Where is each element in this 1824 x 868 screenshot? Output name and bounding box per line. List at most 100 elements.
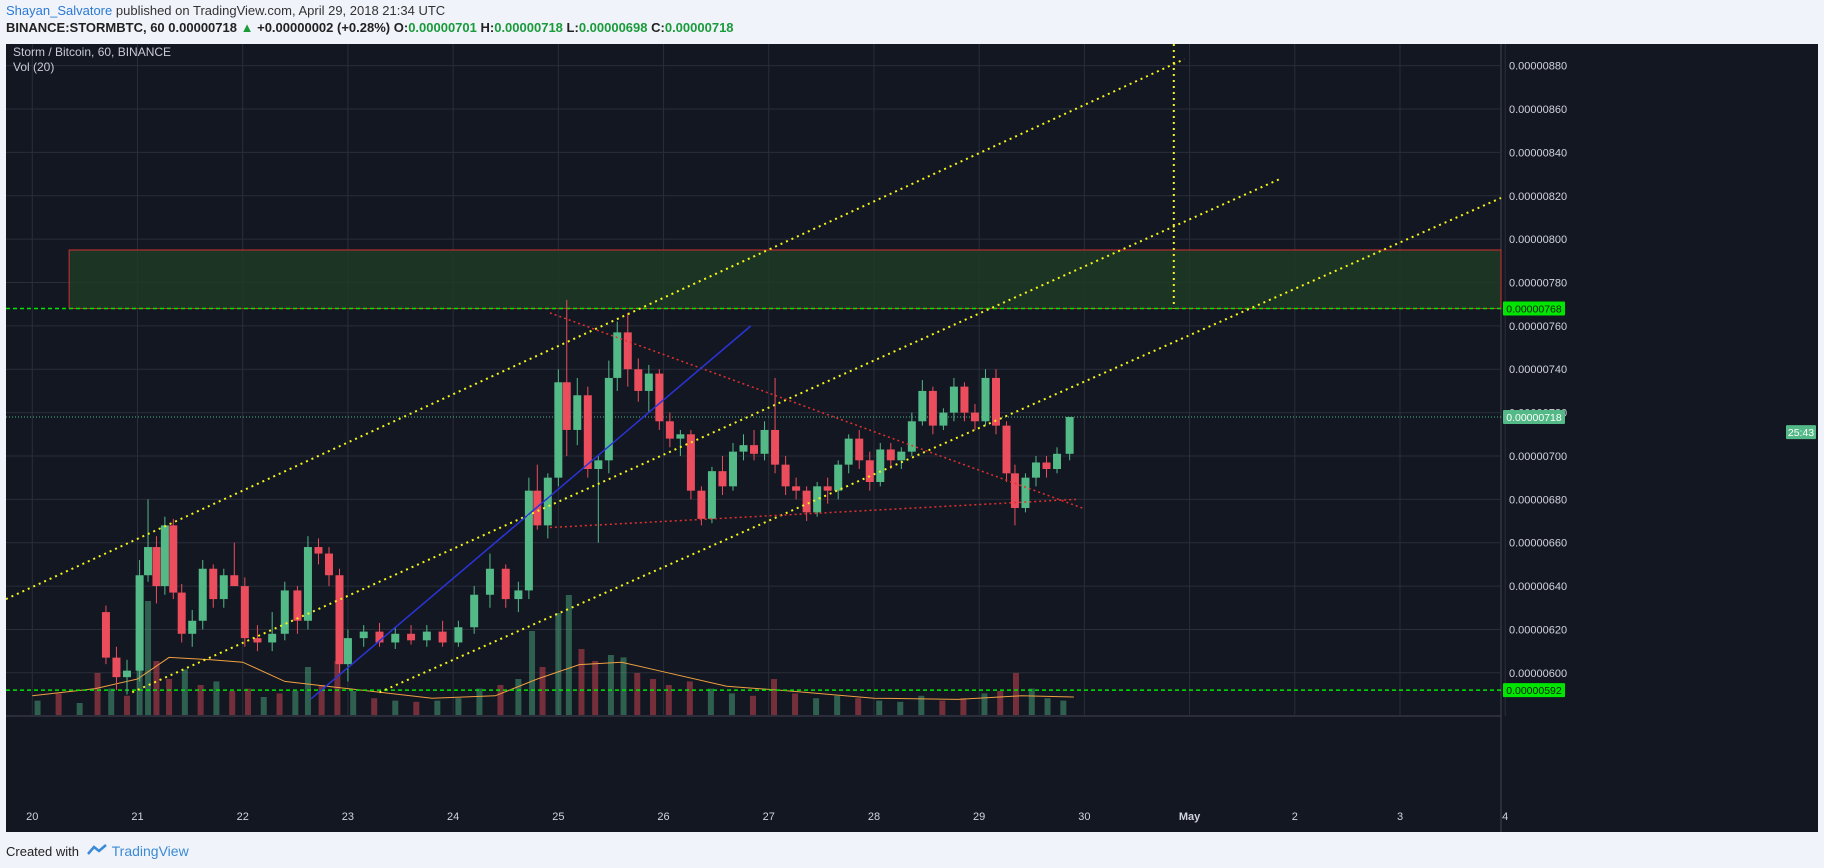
candle-body bbox=[686, 434, 695, 491]
price-axis-background[interactable] bbox=[1501, 44, 1818, 832]
tradingview-logo[interactable]: TradingView bbox=[86, 843, 189, 859]
volume-bar bbox=[997, 691, 1004, 715]
price-label-text: 25:43 bbox=[1788, 427, 1814, 439]
volume-bar bbox=[515, 679, 522, 715]
trendlines bbox=[5, 44, 1502, 700]
price-chart[interactable]: 0.00000600 0.00000620 0.00000640 0.00000660… bbox=[5, 44, 1818, 832]
candle-body bbox=[1021, 477, 1030, 509]
volume-bar bbox=[1028, 688, 1035, 715]
candle-body bbox=[655, 373, 664, 422]
volume-bar bbox=[529, 631, 536, 715]
candle-body bbox=[750, 445, 759, 454]
price-label-text: 0.00000592 bbox=[1506, 685, 1562, 697]
volume-bar bbox=[76, 703, 83, 715]
volume-bar bbox=[166, 679, 173, 715]
symbol-ohlc: BINANCE:STORMBTC, 60 0.00000718 ▲ +0.000… bbox=[6, 20, 734, 35]
publish-info: Shayan_Salvatore published on TradingVie… bbox=[6, 3, 445, 18]
y-tick-label: 0.00000600 bbox=[1509, 668, 1567, 680]
y-tick-label: 0.00000840 bbox=[1509, 147, 1567, 159]
volume-bar bbox=[260, 697, 267, 715]
candle-body bbox=[718, 471, 727, 487]
candle-body bbox=[501, 568, 510, 600]
volume-bar bbox=[665, 685, 672, 715]
candle-body bbox=[918, 390, 927, 422]
candle-body bbox=[177, 592, 186, 634]
price-labels: 0.00000768 0.00000718 25:43 0.00000592 bbox=[1503, 301, 1816, 698]
volume-bar bbox=[334, 661, 341, 715]
candle-body bbox=[514, 590, 523, 600]
candle-body bbox=[907, 421, 916, 452]
candle-body bbox=[485, 568, 494, 595]
x-tick-label: 20 bbox=[26, 811, 38, 823]
volume-bar bbox=[592, 661, 599, 715]
candle-body bbox=[897, 451, 906, 461]
chart-area[interactable]: 0.00000600 0.00000620 0.00000640 0.00000660… bbox=[5, 44, 1818, 832]
volume-bar bbox=[318, 685, 325, 715]
candle-body bbox=[781, 464, 790, 487]
time-axis-background[interactable] bbox=[6, 716, 1501, 832]
candle-body bbox=[802, 490, 811, 513]
candle-body bbox=[876, 449, 885, 482]
x-tick-label: 4 bbox=[1502, 811, 1508, 823]
high-label: H: bbox=[480, 20, 495, 35]
candle-body bbox=[707, 471, 716, 519]
volume-bar bbox=[607, 655, 614, 715]
y-tick-label: 0.00000760 bbox=[1509, 321, 1567, 333]
volume-bar bbox=[34, 700, 41, 715]
price-label-text: 0.00000768 bbox=[1506, 304, 1562, 316]
candle-body bbox=[844, 438, 853, 465]
low-label: L: bbox=[566, 20, 579, 35]
candle-body bbox=[739, 445, 748, 452]
x-tick-label: 21 bbox=[131, 811, 143, 823]
candle-body bbox=[324, 553, 333, 576]
author-link[interactable]: Shayan_Salvatore bbox=[6, 3, 113, 18]
candle-body bbox=[359, 631, 368, 639]
candle-body bbox=[135, 575, 144, 671]
x-tick-label: 29 bbox=[973, 811, 985, 823]
volume-bar bbox=[292, 691, 299, 715]
volume-bar bbox=[634, 673, 641, 715]
time-axis: 20 21 22 23 24 25 26 27 28 29 30 May 2 3 4 bbox=[26, 811, 1508, 823]
high-value: 0.00000718 bbox=[494, 20, 563, 35]
candle-body bbox=[253, 638, 262, 643]
candle-body bbox=[855, 438, 864, 461]
volume-bar bbox=[939, 700, 946, 715]
volume-bar bbox=[650, 679, 657, 715]
candle-body bbox=[834, 464, 843, 491]
x-tick-label: 25 bbox=[552, 811, 564, 823]
x-tick-label: 22 bbox=[237, 811, 249, 823]
lower-channel-line bbox=[379, 197, 1502, 694]
price-label-text: 0.00000718 bbox=[1506, 412, 1562, 424]
volume-bar bbox=[1060, 700, 1067, 715]
candle-body bbox=[470, 594, 479, 628]
volume-bar bbox=[1012, 673, 1019, 715]
candle-body bbox=[314, 547, 323, 554]
candle-body bbox=[665, 421, 674, 439]
volume-bar bbox=[276, 693, 283, 715]
candle-body bbox=[391, 633, 400, 643]
candle-body bbox=[422, 631, 431, 641]
candle-body bbox=[1042, 462, 1051, 469]
y-tick-label: 0.00000620 bbox=[1509, 624, 1567, 636]
volume-bar bbox=[1044, 698, 1051, 715]
y-tick-label: 0.00000880 bbox=[1509, 61, 1567, 73]
candle-body bbox=[524, 490, 533, 591]
candle-body bbox=[101, 612, 110, 658]
y-tick-label: 0.00000740 bbox=[1509, 364, 1567, 376]
price-axis: 0.00000600 0.00000620 0.00000640 0.00000660… bbox=[1509, 61, 1567, 680]
candle-body bbox=[1002, 425, 1011, 474]
x-tick-label: 30 bbox=[1078, 811, 1090, 823]
volume-bar bbox=[918, 695, 925, 715]
candle-body bbox=[198, 568, 207, 621]
volume-bar bbox=[728, 693, 735, 715]
candle-body bbox=[169, 525, 178, 593]
candle-body bbox=[792, 486, 801, 491]
volume-bar bbox=[108, 688, 115, 715]
price-label-box bbox=[1786, 425, 1816, 440]
candle-body bbox=[960, 386, 969, 413]
candle-body bbox=[407, 633, 416, 641]
volume-bar bbox=[94, 673, 101, 715]
volume-bar bbox=[897, 701, 904, 715]
volume-bar bbox=[497, 685, 504, 715]
volume-bar bbox=[771, 679, 778, 715]
